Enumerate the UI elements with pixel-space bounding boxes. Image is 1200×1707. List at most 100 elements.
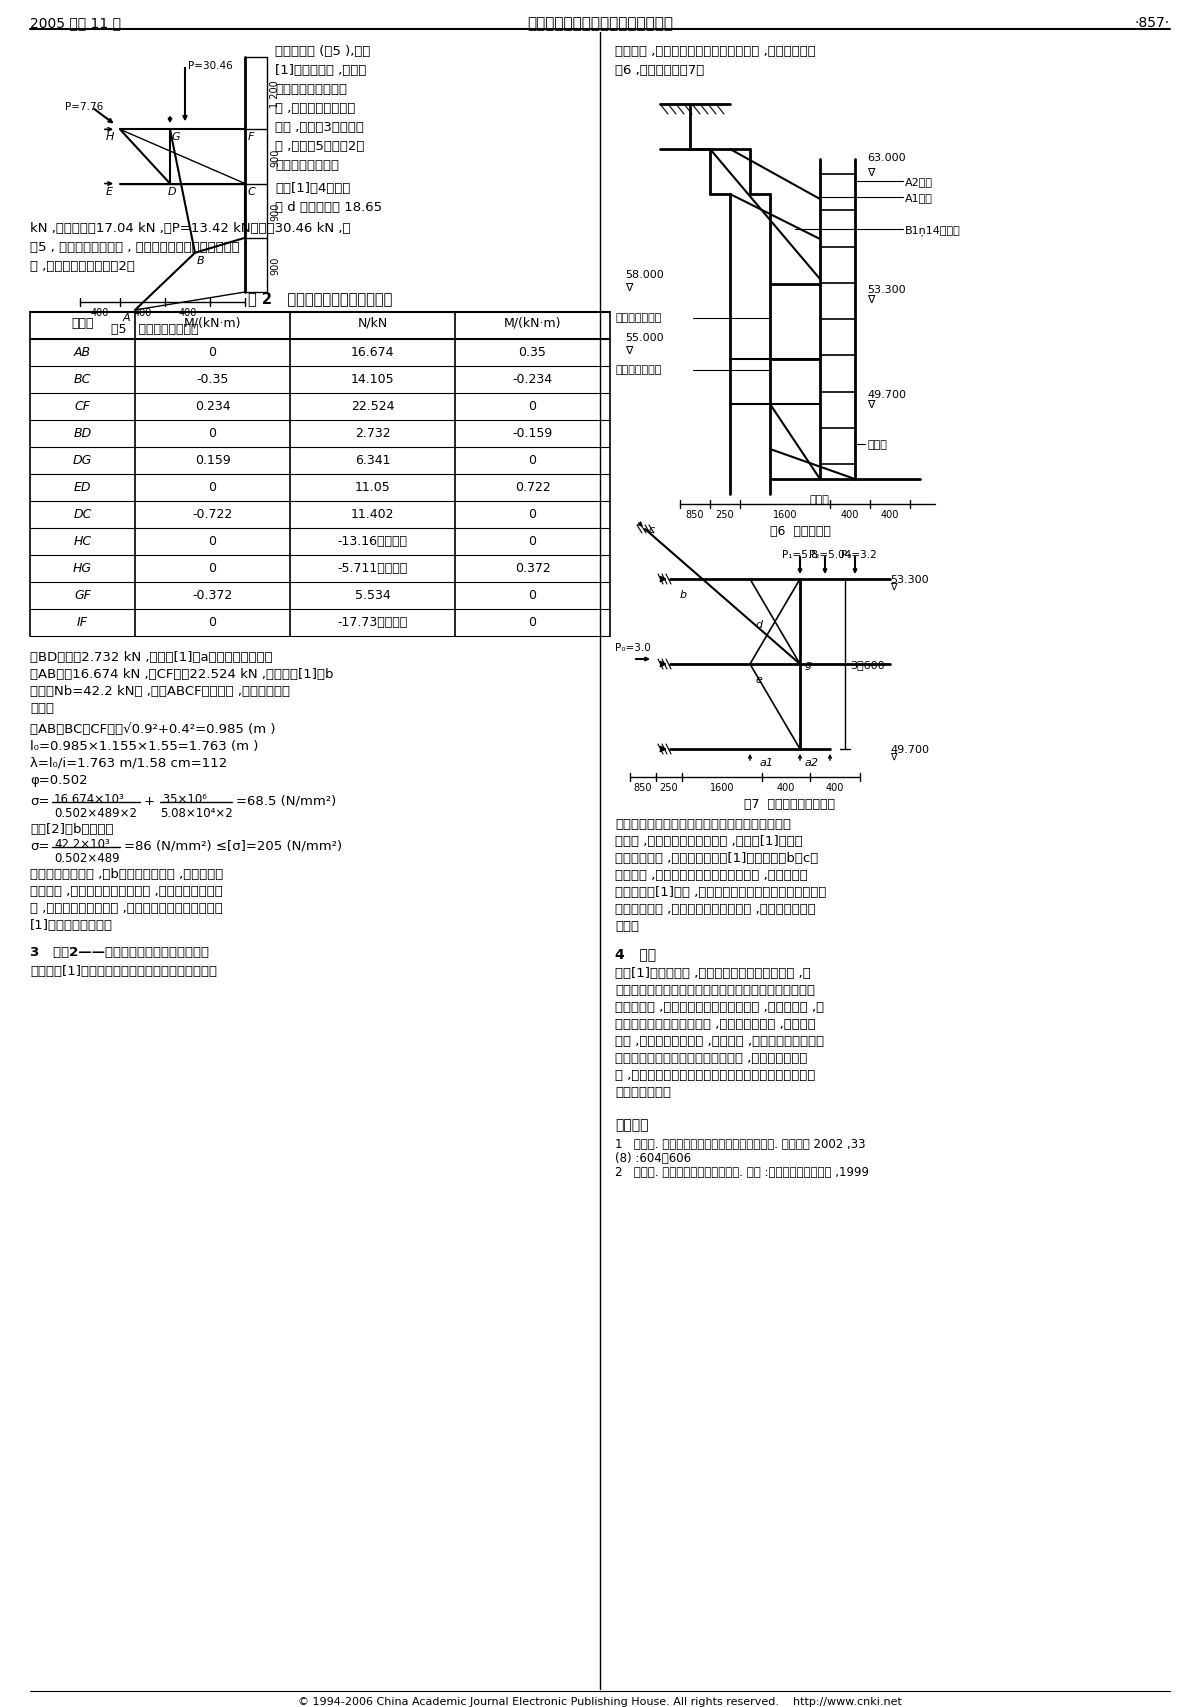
Text: 5.08×10⁴×2: 5.08×10⁴×2 (160, 806, 233, 819)
Text: ∇: ∇ (625, 347, 632, 355)
Text: g: g (805, 659, 812, 669)
Text: =86 (N/mm²) ≤[σ]=205 (N/mm²): =86 (N/mm²) ≤[σ]=205 (N/mm²) (124, 840, 342, 852)
Text: 力值。: 力值。 (30, 702, 54, 715)
Text: 0.159: 0.159 (194, 454, 230, 466)
Text: ·857·: ·857· (1135, 15, 1170, 31)
Text: A1立杆: A1立杆 (905, 193, 932, 203)
Text: 施工现场电子计算机应用已逐渐普及 ,在条件允许情况: 施工现场电子计算机应用已逐渐普及 ,在条件允许情况 (616, 1052, 808, 1065)
Text: 22.524: 22.524 (350, 399, 395, 413)
Text: 与筒体刚性连接: 与筒体刚性连接 (616, 312, 661, 323)
Text: φ=0.502: φ=0.502 (30, 773, 88, 787)
Text: 0: 0 (209, 616, 216, 628)
Text: =68.5 (N/mm²): =68.5 (N/mm²) (236, 794, 336, 807)
Text: 1   谢建民. 扣件式钢管脚手架挑架简捷算法实例. 建筑技术 2002 ,33: 1 谢建民. 扣件式钢管脚手架挑架简捷算法实例. 建筑技术 2002 ,33 (616, 1137, 865, 1151)
Text: -0.372: -0.372 (192, 589, 233, 601)
Text: 0: 0 (209, 427, 216, 440)
Text: 6.341: 6.341 (355, 454, 390, 466)
Text: 0: 0 (209, 481, 216, 493)
Text: 和下层结构 (图5 ),文献: 和下层结构 (图5 ),文献 (275, 44, 371, 58)
Text: ∇: ∇ (890, 751, 896, 761)
Text: 400: 400 (841, 510, 859, 519)
Text: ∇: ∇ (866, 167, 875, 178)
Text: 全的 ,因该算法计算简便 ,快速方便 ,可在现场使用。目前: 全的 ,因该算法计算简便 ,快速方便 ,可在现场使用。目前 (616, 1034, 824, 1048)
Text: 图5   下层结构计算简图: 图5 下层结构计算简图 (112, 323, 199, 336)
Text: 53.300: 53.300 (890, 575, 929, 586)
Text: -13.16（受拉）: -13.16（受拉） (337, 534, 408, 548)
Text: 0: 0 (528, 507, 536, 521)
Text: 进行计算 ,并与该文介绍的方法进行比较 ,支模外挑架见: 进行计算 ,并与该文介绍的方法进行比较 ,支模外挑架见 (616, 44, 816, 58)
Text: DC: DC (73, 507, 91, 521)
Text: 0: 0 (528, 454, 536, 466)
Text: ∇: ∇ (625, 283, 632, 294)
Text: DG: DG (73, 454, 92, 466)
Text: c: c (648, 524, 654, 534)
Text: 斜向钢丝绳拉杆。: 斜向钢丝绳拉杆。 (275, 159, 340, 172)
Text: 0: 0 (528, 616, 536, 628)
Text: kN ,竖向分力为17.04 kN ,与P=13.42 kN合并为30.46 kN ,见: kN ,竖向分力为17.04 kN ,与P=13.42 kN合并为30.46 k… (30, 222, 350, 236)
Text: H: H (106, 131, 114, 142)
Text: σ=: σ= (30, 794, 49, 807)
Text: 文献[1]图4下部斜: 文献[1]图4下部斜 (275, 183, 350, 195)
Text: 图5 , 在竖向荷载作用下 , 用电子计算机平面杆系程序计: 图5 , 在竖向荷载作用下 , 用电子计算机平面杆系程序计 (30, 241, 240, 254)
Text: 0.234: 0.234 (194, 399, 230, 413)
Text: 1600: 1600 (709, 782, 734, 792)
Text: 49.700: 49.700 (890, 744, 929, 754)
Text: 确的。: 确的。 (616, 920, 640, 932)
Text: 1 200: 1 200 (270, 80, 280, 108)
Text: 与筒体刚性连接: 与筒体刚性连接 (616, 365, 661, 376)
Text: -0.722: -0.722 (192, 507, 233, 521)
Text: 表 2   悬挑结构支模架各杆件内力: 表 2 悬挑结构支模架各杆件内力 (248, 290, 392, 306)
Text: ∇: ∇ (890, 582, 896, 592)
Text: 16.674: 16.674 (350, 347, 395, 358)
Text: 两者相差较大 ,主要原因是文献[1]未考虑斜杆b、c的: 两者相差较大 ,主要原因是文献[1]未考虑斜杆b、c的 (616, 852, 818, 864)
Text: 49.700: 49.700 (866, 389, 906, 399)
Text: BD: BD (73, 427, 91, 440)
Text: 0: 0 (528, 534, 536, 548)
Text: a2: a2 (805, 758, 818, 768)
Text: 参考文献: 参考文献 (616, 1118, 648, 1132)
Text: ED: ED (73, 481, 91, 493)
Text: 图6  塔台外挑架: 图6 塔台外挑架 (769, 524, 830, 538)
Text: -0.35: -0.35 (197, 372, 229, 386)
Text: 0.502×489×2: 0.502×489×2 (54, 806, 137, 819)
Text: © 1994-2006 China Academic Journal Electronic Publishing House. All rights reser: © 1994-2006 China Academic Journal Elect… (298, 1697, 902, 1705)
Text: 除一些斜杆后转为静定结构。本文通过电子计算机平面杆: 除一些斜杆后转为静定结构。本文通过电子计算机平面杆 (616, 983, 815, 997)
Text: ∇: ∇ (866, 295, 875, 306)
Text: 42.2×10³: 42.2×10³ (54, 838, 109, 850)
Text: P₀=3.0: P₀=3.0 (616, 642, 650, 652)
Text: 比实际情况大 ,故用该法计算是安全的 ,说明其估计是正: 比实际情况大 ,故用该法计算是安全的 ,说明其估计是正 (616, 903, 816, 915)
Text: 杆 ,故在图5中补入2个: 杆 ,故在图5中补入2个 (275, 140, 365, 154)
Text: 杆AB内力16.674 kN ,杆CF内力22.524 kN ,均比文献[1]中b: 杆AB内力16.674 kN ,杆CF内力22.524 kN ,均比文献[1]中… (30, 667, 334, 681)
Text: B: B (197, 256, 205, 266)
Text: IF: IF (77, 616, 88, 628)
Text: M/(kN·m): M/(kN·m) (504, 318, 562, 329)
Text: 250: 250 (715, 510, 734, 519)
Text: 250: 250 (660, 782, 678, 792)
Text: HC: HC (73, 534, 91, 548)
Text: E: E (106, 186, 113, 196)
Text: 1600: 1600 (773, 510, 797, 519)
Text: d: d (755, 620, 762, 630)
Text: 16.674×10³: 16.674×10³ (54, 792, 125, 806)
Text: 相差不大 ,均在允许应力范围之内 ,且有一定的安全系: 相差不大 ,均在允许应力范围之内 ,且有一定的安全系 (30, 884, 223, 898)
Text: 4   结论: 4 结论 (616, 946, 656, 961)
Text: 900: 900 (270, 149, 280, 167)
Text: 0.722: 0.722 (515, 481, 551, 493)
Text: 文献[1]为简化计算 ,在确保结构计算安全前提下 ,去: 文献[1]为简化计算 ,在确保结构计算安全前提下 ,去 (616, 966, 811, 980)
Text: (8) :604～606: (8) :604～606 (616, 1151, 691, 1164)
Text: GF: GF (74, 589, 91, 601)
Text: λ=l₀/i=1.763 m/1.58 cm=112: λ=l₀/i=1.763 m/1.58 cm=112 (30, 756, 227, 770)
Text: 11.05: 11.05 (355, 481, 390, 493)
Text: 杆BD内力为2.732 kN ,与文献[1]中a杆内力估值相同。: 杆BD内力为2.732 kN ,与文献[1]中a杆内力估值相同。 (30, 650, 272, 664)
Text: .35×10⁶: .35×10⁶ (160, 792, 208, 806)
Text: 现以文献[1]中杭州市萧山国际机场塔台外挑架实例: 现以文献[1]中杭州市萧山国际机场塔台外挑架实例 (30, 964, 217, 978)
Text: b: b (680, 589, 688, 599)
Text: -17.73（受拉）: -17.73（受拉） (337, 616, 408, 628)
Text: 三排杆: 三排杆 (810, 495, 830, 505)
Text: 两种计算方法不同 ,但b杆内力值较接近 ,两者应力值: 两种计算方法不同 ,但b杆内力值较接近 ,两者应力值 (30, 867, 223, 881)
Text: 数 ,故该外挑架是安全的 ,与实际情况相符。说明文献: 数 ,故该外挑架是安全的 ,与实际情况相符。说明文献 (30, 901, 223, 915)
Text: 0: 0 (209, 562, 216, 575)
Text: -0.234: -0.234 (512, 372, 552, 386)
Text: 400: 400 (776, 782, 796, 792)
Text: e: e (755, 674, 762, 685)
